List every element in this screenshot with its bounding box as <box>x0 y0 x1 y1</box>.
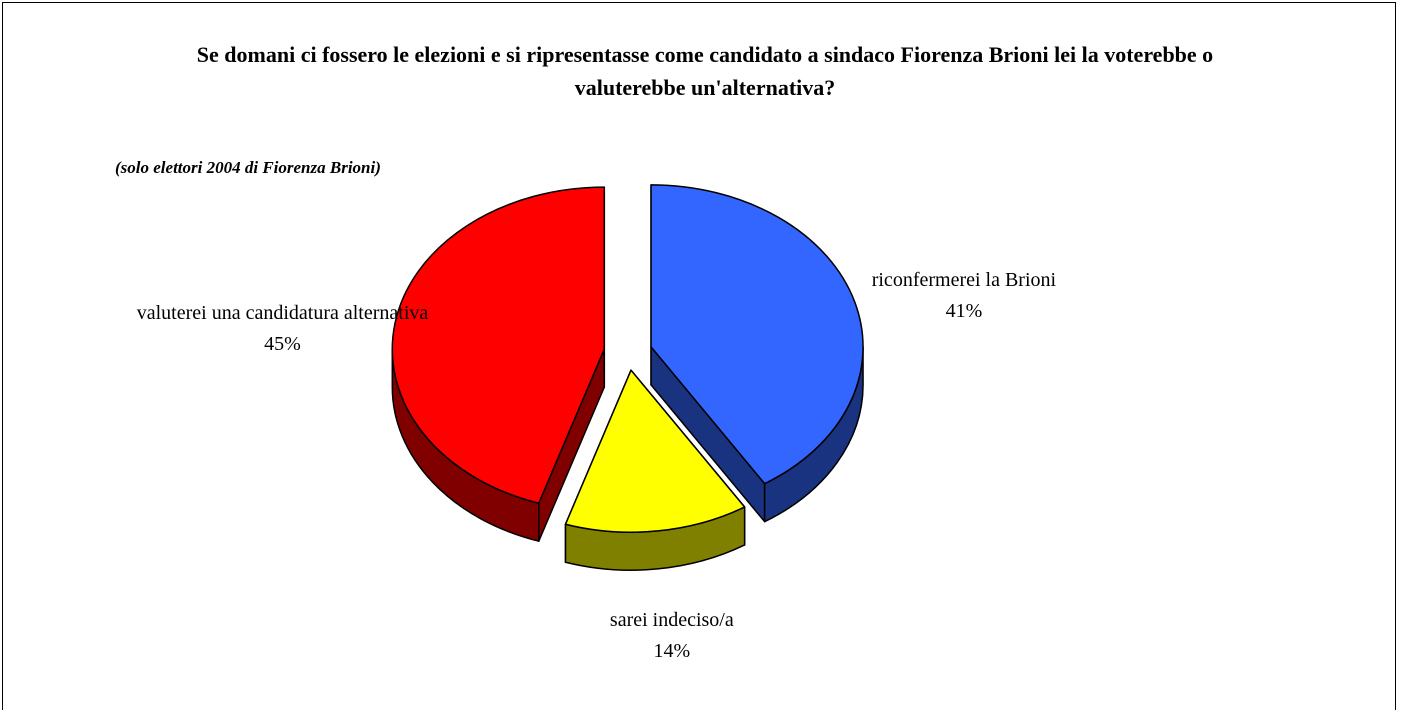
category-label: valuterei una candidatura alternativa <box>136 302 429 325</box>
chart-subtitle: (solo elettori 2004 di Fiorenza Brioni) <box>115 158 381 177</box>
slice-label: valuterei una candidatura alternativa 45% <box>133 298 433 360</box>
slice-label: sarei indeciso/a 14% <box>522 605 822 667</box>
value-label: 41% <box>945 300 983 323</box>
category-label: sarei indeciso/a <box>609 609 734 632</box>
value-label: 45% <box>264 333 301 356</box>
slice <box>650 184 864 485</box>
chart-title: Se domani ci fossero le elezioni e si ri… <box>196 42 1214 100</box>
slice-label: riconfermerei la Brioni 41% <box>814 265 1114 327</box>
category-label: riconfermerei la Brioni <box>871 269 1057 292</box>
slice <box>391 186 606 504</box>
value-label: 14% <box>653 640 691 663</box>
slice <box>564 369 746 533</box>
